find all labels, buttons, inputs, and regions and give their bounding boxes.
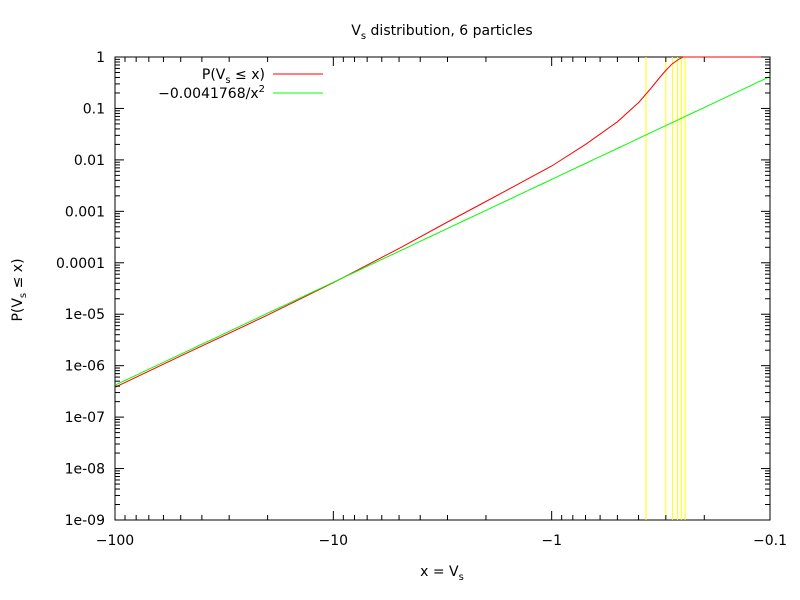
y-tick-label: 0.01 <box>74 153 105 169</box>
y-tick-label: 0.1 <box>83 101 105 117</box>
axis-ticks: 1 0.1 0.01 0.001 0.0001 1e-05 1e-06 1e-07 1e-08 1… <box>56 50 787 549</box>
y-tick-label: 1e-07 <box>65 410 105 426</box>
y-tick-label: 1e-09 <box>65 513 105 529</box>
y-axis-label: P(Vs ≤ x) <box>10 258 29 321</box>
y-tick-label: 1e-08 <box>65 462 105 478</box>
y-tick-label: 0.001 <box>65 204 105 220</box>
series-layer <box>114 56 771 388</box>
plot-frame <box>114 56 771 521</box>
x-axis-label: x = Vs <box>420 564 464 583</box>
legend-label-series-2: −0.0041768/x2 <box>158 84 265 102</box>
vertical-reference-lines <box>645 57 686 520</box>
plot-border <box>114 56 771 521</box>
chart-title: Vs distribution, 6 particles <box>351 23 532 42</box>
legend-label-series-1: P(Vs ≤ x) <box>202 67 265 86</box>
legend: P(Vs ≤ x) −0.0041768/x2 <box>158 67 323 102</box>
y-tick-label: 1 <box>96 50 105 66</box>
y-tick-label: 1e-05 <box>65 307 105 323</box>
x-tick-label: −0.1 <box>753 533 787 549</box>
y-tick-label: 1e-06 <box>65 359 105 375</box>
x-tick-label: −100 <box>96 533 134 549</box>
series-line-power-law <box>114 76 771 386</box>
x-tick-label: −1 <box>541 533 562 549</box>
y-tick-label: 0.0001 <box>56 256 105 272</box>
x-tick-label: −10 <box>319 533 349 549</box>
series-line-cdf <box>114 56 770 388</box>
